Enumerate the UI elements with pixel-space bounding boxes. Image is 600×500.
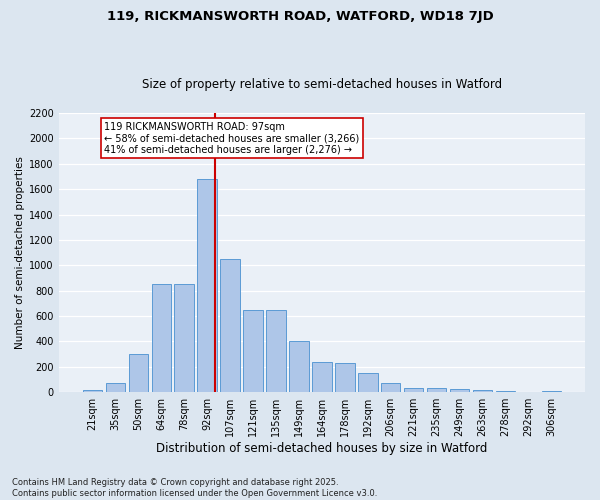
Bar	[496, 391, 515, 392]
Bar	[197, 179, 217, 392]
Bar	[404, 388, 424, 392]
Bar	[358, 372, 377, 392]
Title: Size of property relative to semi-detached houses in Watford: Size of property relative to semi-detach…	[142, 78, 502, 91]
Bar	[473, 390, 492, 392]
Bar	[312, 362, 332, 392]
Bar	[244, 310, 263, 392]
Text: Contains HM Land Registry data © Crown copyright and database right 2025.
Contai: Contains HM Land Registry data © Crown c…	[12, 478, 377, 498]
Bar	[335, 363, 355, 392]
Bar	[381, 382, 400, 392]
Bar	[427, 388, 446, 392]
Text: 119, RICKMANSWORTH ROAD, WATFORD, WD18 7JD: 119, RICKMANSWORTH ROAD, WATFORD, WD18 7…	[107, 10, 493, 23]
Bar	[289, 342, 308, 392]
Bar	[542, 391, 561, 392]
Bar	[175, 284, 194, 392]
Text: 119 RICKMANSWORTH ROAD: 97sqm
← 58% of semi-detached houses are smaller (3,266)
: 119 RICKMANSWORTH ROAD: 97sqm ← 58% of s…	[104, 122, 359, 155]
Bar	[266, 310, 286, 392]
Bar	[83, 390, 102, 392]
Bar	[152, 284, 171, 392]
X-axis label: Distribution of semi-detached houses by size in Watford: Distribution of semi-detached houses by …	[156, 442, 488, 455]
Bar	[106, 382, 125, 392]
Y-axis label: Number of semi-detached properties: Number of semi-detached properties	[15, 156, 25, 349]
Bar	[450, 389, 469, 392]
Bar	[220, 259, 240, 392]
Bar	[128, 354, 148, 392]
